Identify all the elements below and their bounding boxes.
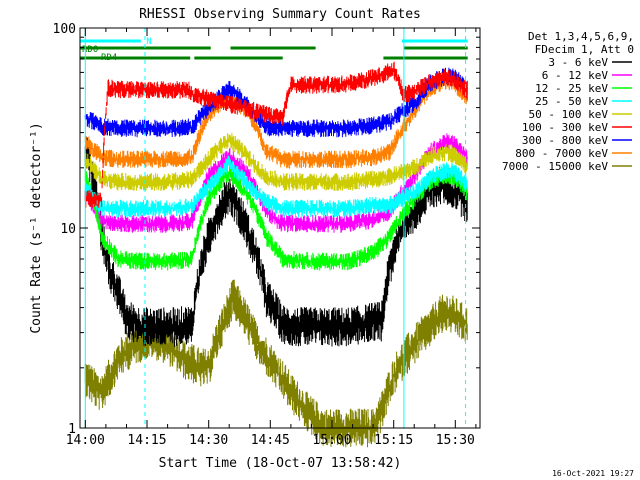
series-300-800-kev-line	[84, 67, 468, 138]
flag-label-rd0: RD0	[82, 45, 98, 55]
x-tick-label: 14:30	[189, 433, 228, 448]
legend: Det 1,3,4,5,6,9,FDecim 1, Att 03 - 6 keV…	[502, 30, 634, 173]
legend-entry-label: 7000 - 15000 keV	[502, 160, 608, 173]
x-tick-label: 15:00	[312, 433, 351, 448]
legend-entry-label: 6 - 12 keV	[542, 69, 609, 82]
x-tick-label: 15:15	[374, 433, 413, 448]
flag-label-n: N	[146, 37, 151, 47]
legend-entry-label: 50 - 100 keV	[529, 108, 609, 121]
timestamp: 16-Oct-2021 19:27	[552, 469, 634, 478]
legend-header-line: FDecim 1, Att 0	[535, 43, 634, 56]
x-tick-label: 15:30	[436, 433, 475, 448]
x-tick-label: 14:00	[66, 433, 105, 448]
legend-entry-label: 100 - 300 keV	[522, 121, 608, 134]
legend-entry-label: 300 - 800 keV	[522, 134, 608, 147]
legend-header-line: Det 1,3,4,5,6,9,	[528, 30, 634, 43]
legend-entry-label: 800 - 7000 keV	[515, 147, 608, 160]
x-tick-label: 14:15	[127, 433, 166, 448]
legend-entry-label: 25 - 50 keV	[535, 95, 608, 108]
chart-title: RHESSI Observing Summary Count Rates	[139, 7, 421, 22]
flag-label-rd4: RD4	[101, 53, 117, 63]
series-group	[84, 61, 468, 448]
y-tick-label: 100	[53, 22, 76, 37]
legend-entry-label: 12 - 25 keV	[535, 82, 608, 95]
axes-group: 14:00 14:15 14:30 14:45 15:00 15:15 15:30 1 10 10…	[53, 22, 480, 448]
x-axis-label: Start Time (18-Oct-07 13:58:42)	[159, 456, 402, 471]
legend-entry-label: 3 - 6 keV	[548, 56, 608, 69]
x-tick-label: 14:45	[251, 433, 290, 448]
y-tick-label: 1	[68, 422, 76, 437]
y-axis-label: Count Rate (s⁻¹ detector⁻¹)	[29, 122, 44, 333]
y-tick-label: 10	[60, 222, 76, 237]
